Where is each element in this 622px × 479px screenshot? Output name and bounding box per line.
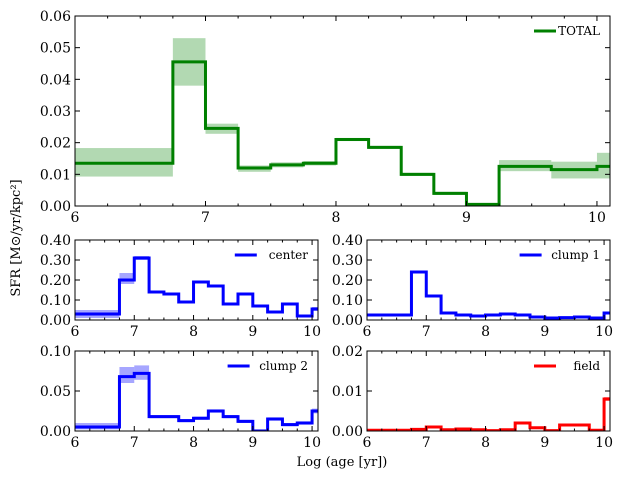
ytick-label-center-0: 0.00 — [40, 313, 71, 329]
ytick-label-clump1-2: 0.20 — [332, 273, 363, 289]
ytick-label-clump2-1: 0.05 — [40, 384, 71, 400]
xtick-label-clump2-1: 7 — [130, 435, 139, 451]
xtick-label-field-2: 8 — [481, 435, 490, 451]
plot-area-center — [75, 256, 318, 318]
ytick-label-clump2-2: 0.10 — [40, 344, 71, 360]
ytick-label-total-1: 0.01 — [40, 167, 71, 183]
xtick-label-clump2-0: 6 — [71, 435, 80, 451]
ytick-label-total-4: 0.04 — [40, 72, 71, 88]
step-line-clump1 — [367, 270, 610, 320]
xtick-label-center-1: 7 — [130, 324, 139, 340]
legend-label-total: TOTAL — [558, 24, 600, 38]
xtick-label-clump2-4: 10 — [303, 435, 321, 451]
legend-label-field: field — [573, 359, 600, 373]
x-axis-title: Log (age [yr]) — [297, 455, 388, 470]
panel-total: 6 7 8 9 10 0.00 0.01 0.02 0.03 0.04 0.05 0.06 TOTAL — [40, 9, 611, 226]
xtick-label-clump1-3: 9 — [540, 324, 549, 340]
legend-label-clump2: clump 2 — [259, 359, 308, 373]
legend-label-center: center — [269, 248, 308, 262]
ytick-label-total-5: 0.05 — [40, 41, 71, 57]
xtick-label-field-3: 9 — [540, 435, 549, 451]
panel-clump2: 6 7 8 9 10 0.00 0.05 0.10 clump 2 — [40, 344, 321, 451]
ytick-label-total-6: 0.06 — [40, 9, 71, 25]
plot-area-total — [75, 38, 610, 206]
y-axis-title: SFR [M⊙/yr/kpc²] — [9, 179, 24, 296]
ytick-label-field-0: 0.00 — [332, 424, 363, 440]
panel-clump1: 6 7 8 9 10 0.00 0.10 0.20 0.30 0.40 clump 1 — [332, 233, 613, 340]
xtick-label-center-3: 9 — [248, 324, 257, 340]
panel-field: 6 7 8 9 10 0.00 0.01 0.02 field — [332, 344, 613, 451]
panel-center: 6 7 8 9 10 0.00 0.10 0.20 0.30 0.40 center — [40, 233, 321, 340]
xtick-label-field-4: 10 — [595, 435, 613, 451]
xtick-label-center-0: 6 — [71, 324, 80, 340]
xtick-label-clump1-2: 8 — [481, 324, 490, 340]
step-line-center — [75, 256, 318, 318]
ytick-label-center-1: 0.10 — [40, 293, 71, 309]
xtick-label-total-2: 8 — [332, 210, 341, 226]
plot-area-field — [367, 397, 610, 431]
xtick-label-clump1-4: 10 — [595, 324, 613, 340]
step-line-field — [367, 397, 610, 431]
plot-area-clump1 — [367, 270, 610, 320]
xtick-label-clump1-0: 6 — [363, 324, 372, 340]
ytick-label-total-3: 0.03 — [40, 104, 71, 120]
ytick-label-center-3: 0.30 — [40, 253, 71, 269]
xtick-label-field-0: 6 — [363, 435, 372, 451]
xtick-label-total-3: 9 — [462, 210, 471, 226]
xtick-label-field-1: 7 — [422, 435, 431, 451]
xtick-label-clump2-2: 8 — [189, 435, 198, 451]
ytick-label-clump1-4: 0.40 — [332, 233, 363, 249]
ytick-label-field-1: 0.01 — [332, 384, 363, 400]
xtick-label-center-4: 10 — [303, 324, 321, 340]
ytick-label-center-4: 0.40 — [40, 233, 71, 249]
ytick-label-total-2: 0.02 — [40, 136, 71, 152]
xtick-label-clump1-1: 7 — [422, 324, 431, 340]
xtick-label-total-0: 6 — [71, 210, 80, 226]
ytick-label-clump2-0: 0.00 — [40, 424, 71, 440]
legend-label-clump1: clump 1 — [551, 248, 600, 262]
band-clump2-1 — [119, 367, 135, 383]
ytick-label-clump1-1: 0.10 — [332, 293, 363, 309]
ytick-label-clump1-0: 0.00 — [332, 313, 363, 329]
plot-area-clump2 — [75, 365, 318, 431]
step-line-clump2 — [75, 371, 318, 431]
ytick-label-total-0: 0.00 — [40, 199, 71, 215]
xtick-label-total-4: 10 — [588, 210, 606, 226]
ytick-label-clump1-3: 0.30 — [332, 253, 363, 269]
step-line-total — [75, 60, 610, 206]
xtick-label-center-2: 8 — [189, 324, 198, 340]
frame-total — [74, 15, 611, 207]
ytick-label-field-2: 0.02 — [332, 344, 363, 360]
xtick-label-clump2-3: 9 — [248, 435, 257, 451]
ytick-label-center-2: 0.20 — [40, 273, 71, 289]
xtick-label-total-1: 7 — [201, 210, 210, 226]
